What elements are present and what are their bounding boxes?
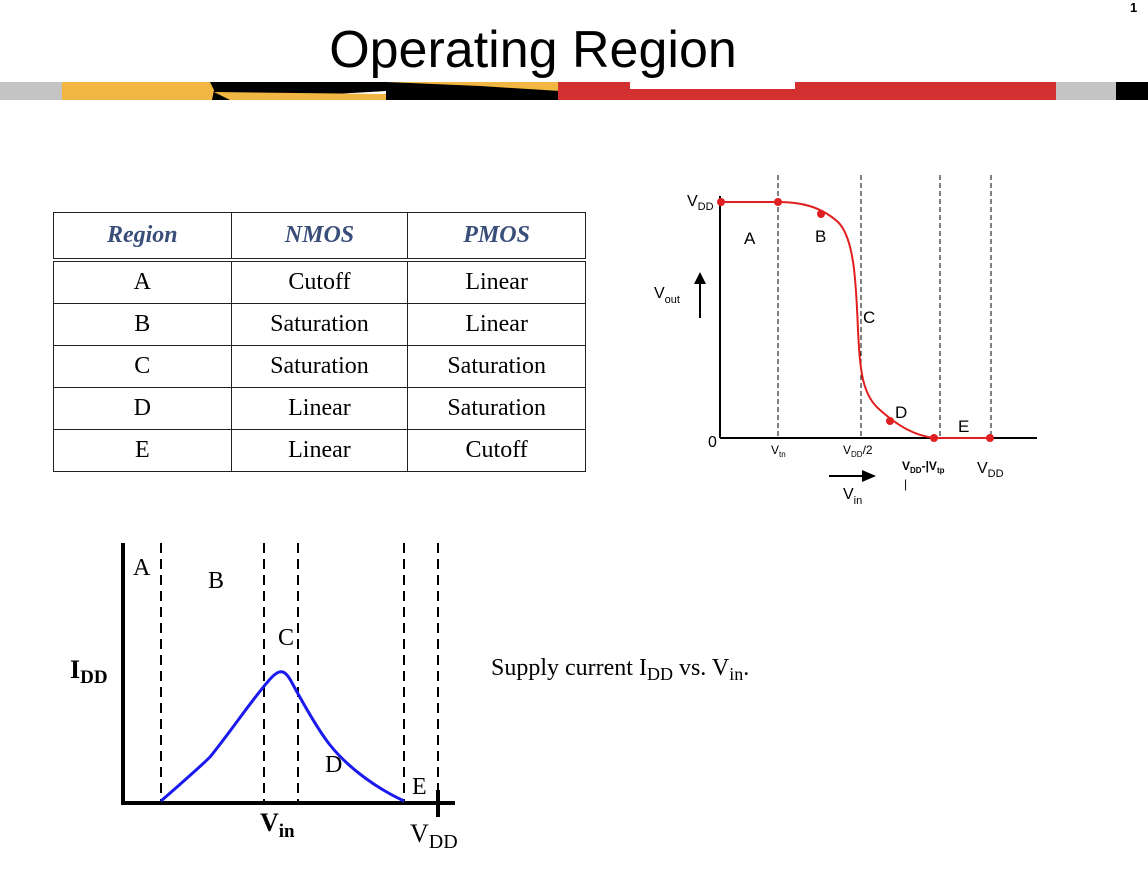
vtc-yaxis-arrowhead	[694, 272, 706, 284]
table-cell: Cutoff	[407, 429, 586, 472]
vtc-xtick-vtn: Vtn	[771, 443, 786, 459]
vtc-region-c: C	[863, 308, 875, 327]
idd-region-c: C	[278, 625, 294, 651]
vtc-region-d: D	[895, 403, 907, 422]
vtc-point-vtn	[774, 198, 782, 206]
table-cell: Saturation	[230, 345, 409, 388]
slide-title: Operating Region	[329, 21, 737, 79]
idd-y-label: IDD	[70, 655, 108, 688]
idd-diagram: A B C D E IDD Vin VDD	[70, 543, 458, 853]
table-cell: B	[53, 303, 232, 346]
idd-vdd-label: VDD	[410, 819, 458, 853]
vtc-point-end	[986, 434, 994, 442]
idd-region-e: E	[412, 774, 427, 800]
table-cell: Saturation	[407, 387, 586, 430]
table-row: D Linear Saturation	[53, 387, 586, 430]
vtc-region-a: A	[744, 229, 756, 248]
table-cell: Linear	[230, 387, 409, 430]
vtc-point-b	[817, 210, 825, 218]
operating-region-table: Region NMOS PMOS A Cutoff Linear B Satur…	[53, 212, 586, 472]
table-cell: Linear	[230, 429, 409, 472]
page-number: 1	[1130, 0, 1138, 15]
table-cell: Saturation	[407, 345, 586, 388]
vtc-xtick-vdd-vtp: VDD-|Vtp	[902, 459, 945, 475]
vtc-curve	[720, 201, 990, 439]
vtc-yaxis-label: Vout	[654, 285, 680, 306]
idd-region-b: B	[208, 568, 224, 594]
vtc-region-b: B	[815, 227, 826, 246]
table-cell: Linear	[407, 259, 586, 304]
idd-curve	[160, 670, 405, 803]
vtc-ytop-label: VDD	[687, 193, 714, 213]
table-cell: D	[53, 387, 232, 430]
table-header-row: Region NMOS PMOS	[53, 212, 586, 262]
vtc-xaxis-label: Vin	[843, 486, 862, 507]
vtc-xtick-vtp-bar: |	[904, 477, 907, 491]
table-cell: Linear	[407, 303, 586, 346]
idd-caption: Supply current IDD vs. Vin.	[491, 655, 750, 684]
vtc-origin-label: 0	[708, 434, 717, 451]
table-row: E Linear Cutoff	[53, 429, 586, 472]
table-cell: Cutoff	[230, 259, 409, 304]
idd-region-d: D	[325, 752, 342, 778]
vtc-xtick-vdd: VDD	[977, 460, 1004, 480]
vtc-xtick-vdd-half: VDD/2	[843, 443, 873, 459]
idd-region-a: A	[133, 555, 151, 581]
header-nmos: NMOS	[230, 212, 409, 262]
table-cell: Saturation	[230, 303, 409, 346]
table-cell: A	[53, 259, 232, 304]
vtc-xaxis-arrowhead	[862, 470, 876, 482]
vtc-point-e	[930, 434, 938, 442]
table-row: A Cutoff Linear	[53, 259, 586, 304]
vtc-region-e: E	[958, 417, 969, 436]
decorative-banner	[0, 82, 1148, 100]
table-row: C Saturation Saturation	[53, 345, 586, 388]
vtc-point-vdd	[717, 198, 725, 206]
table-row: B Saturation Linear	[53, 303, 586, 346]
table-cell: C	[53, 345, 232, 388]
header-region: Region	[53, 212, 232, 262]
table-cell: E	[53, 429, 232, 472]
vtc-point-d	[886, 417, 894, 425]
vtc-diagram: VDD Vout 0 A B C D E Vtn VDD/2 VDD-|Vtp …	[654, 175, 1037, 507]
idd-x-label: Vin	[260, 808, 295, 842]
header-pmos: PMOS	[407, 212, 586, 262]
